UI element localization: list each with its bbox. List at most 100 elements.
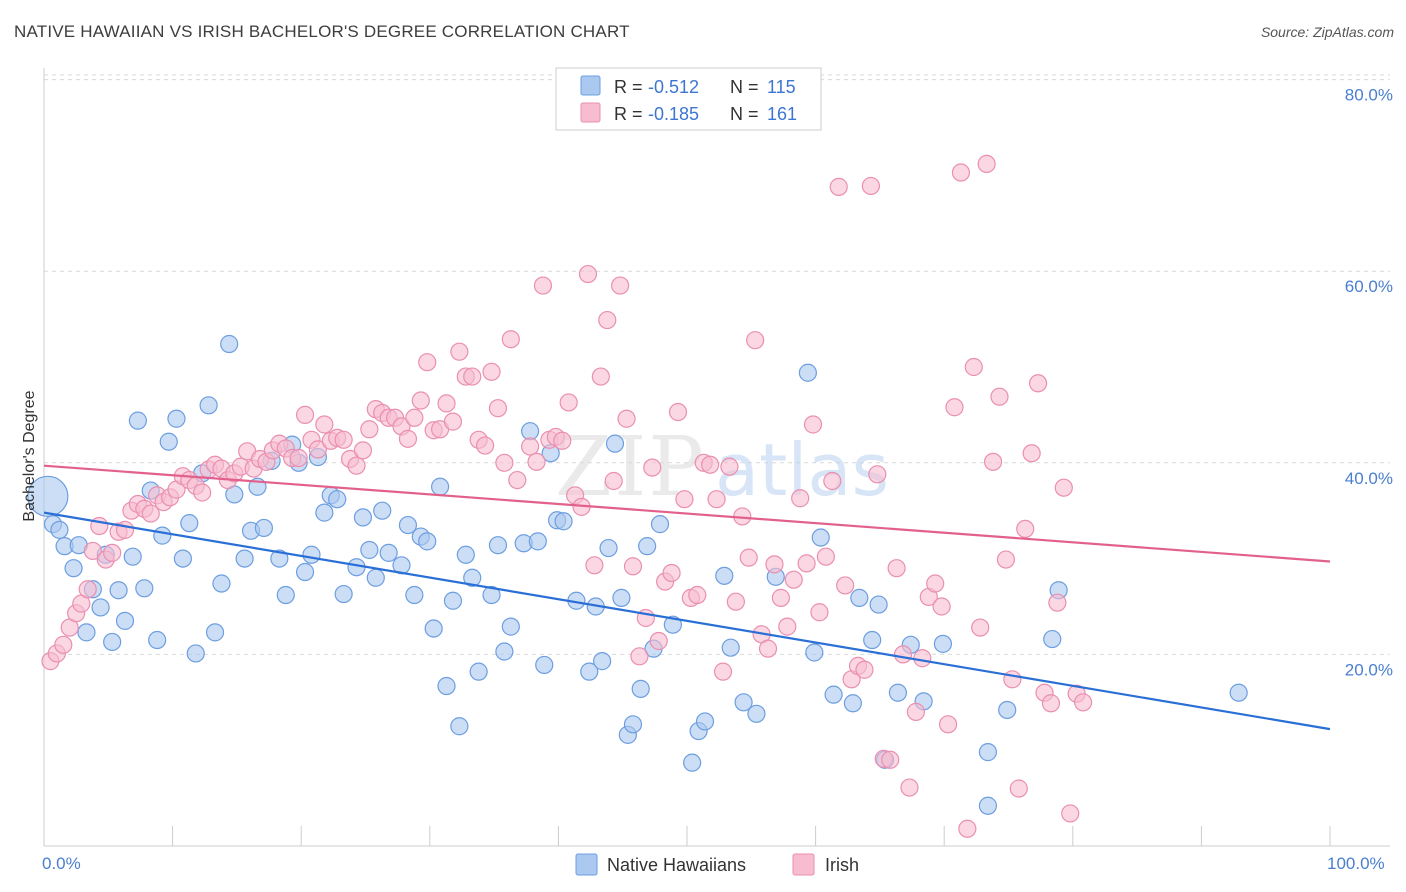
- data-point: [1003, 670, 1022, 689]
- data-point: [707, 490, 726, 509]
- data-point: [643, 458, 662, 477]
- data-point: [360, 540, 379, 560]
- data-point: [437, 394, 456, 413]
- data-point: [926, 574, 945, 593]
- data-point: [958, 819, 977, 838]
- data-point: [115, 520, 135, 539]
- data-point: [488, 399, 508, 418]
- y-tick-labels: 20.0% 40.0% 60.0% 80.0%: [1345, 86, 1393, 680]
- data-point: [398, 515, 418, 535]
- data-point: [295, 405, 315, 424]
- data-point: [463, 367, 482, 386]
- data-point: [205, 623, 225, 642]
- data-point: [868, 465, 887, 484]
- data-point: [295, 562, 315, 582]
- data-point: [463, 568, 482, 587]
- data-point: [27, 475, 69, 517]
- data-point: [527, 452, 546, 471]
- data-point: [951, 163, 971, 182]
- legend-r-value-0: -0.512: [648, 77, 699, 97]
- data-point: [1022, 444, 1041, 463]
- data-point: [933, 634, 953, 653]
- data-point: [418, 353, 437, 372]
- data-point: [604, 471, 623, 491]
- data-point: [430, 477, 450, 496]
- data-point: [978, 743, 998, 762]
- data-point: [591, 367, 610, 386]
- data-point: [50, 520, 69, 539]
- data-point: [1054, 478, 1073, 497]
- data-point: [186, 644, 205, 663]
- data-point: [450, 717, 469, 736]
- data-point: [900, 778, 919, 797]
- data-point: [881, 750, 900, 769]
- data-point: [990, 387, 1009, 406]
- data-point: [663, 615, 682, 634]
- data-point: [850, 588, 869, 607]
- data-point: [366, 568, 385, 587]
- data-point: [167, 409, 186, 428]
- series-native-hawaiians: [27, 334, 1248, 815]
- data-point: [418, 532, 437, 551]
- data-point: [103, 543, 122, 562]
- data-point: [334, 430, 353, 449]
- data-point: [611, 276, 630, 295]
- data-point: [315, 415, 334, 434]
- data-point: [906, 702, 926, 721]
- data-point: [945, 398, 964, 417]
- trend-line-1: [43, 464, 1331, 563]
- bottom-legend-swatch-pink: [792, 853, 815, 876]
- data-point: [508, 470, 527, 490]
- data-point: [443, 412, 463, 431]
- data-point: [91, 598, 110, 617]
- data-point: [623, 715, 643, 734]
- data-point: [334, 584, 353, 604]
- data-point: [1009, 779, 1028, 798]
- data-point: [649, 631, 668, 651]
- data-point: [159, 432, 178, 451]
- data-point: [734, 693, 753, 712]
- data-point: [695, 712, 715, 731]
- bottom-legend: Native Hawaiians Irish: [575, 853, 859, 876]
- data-point: [683, 753, 702, 772]
- data-point: [405, 585, 424, 605]
- data-point: [983, 452, 1003, 471]
- data-point: [153, 526, 172, 545]
- trend-lines: [43, 464, 1331, 731]
- legend-box: R = -0.512 N = 115 R = -0.185 N = 161: [555, 67, 822, 131]
- legend-r-value-1: -0.185: [648, 104, 699, 124]
- data-point: [964, 357, 983, 377]
- data-point: [521, 437, 540, 456]
- series-irish: [41, 154, 1093, 838]
- data-point: [977, 154, 996, 174]
- data-point: [861, 176, 880, 196]
- data-point: [424, 619, 443, 638]
- data-point: [360, 420, 379, 439]
- data-point: [398, 429, 418, 448]
- data-point: [638, 537, 657, 556]
- bottom-legend-swatch-blue: [575, 853, 598, 876]
- data-point: [405, 408, 424, 427]
- data-point: [823, 471, 842, 491]
- data-point: [379, 543, 398, 562]
- data-point: [721, 638, 740, 657]
- data-point: [475, 436, 495, 455]
- data-point: [811, 528, 830, 547]
- data-point: [347, 456, 366, 475]
- data-point: [797, 554, 816, 573]
- data-point: [488, 536, 508, 555]
- data-point: [212, 574, 231, 593]
- data-point: [103, 632, 122, 652]
- data-point: [495, 453, 514, 472]
- axes: [43, 68, 1390, 847]
- data-point: [173, 549, 192, 568]
- data-point: [765, 555, 784, 574]
- data-point: [559, 393, 578, 412]
- data-point: [1016, 519, 1035, 539]
- data-point: [554, 512, 573, 531]
- chart-title: NATIVE HAWAIIAN VS IRISH BACHELOR'S DEGR…: [14, 22, 630, 41]
- data-point: [612, 588, 631, 607]
- data-point: [135, 579, 154, 598]
- data-point: [115, 611, 135, 630]
